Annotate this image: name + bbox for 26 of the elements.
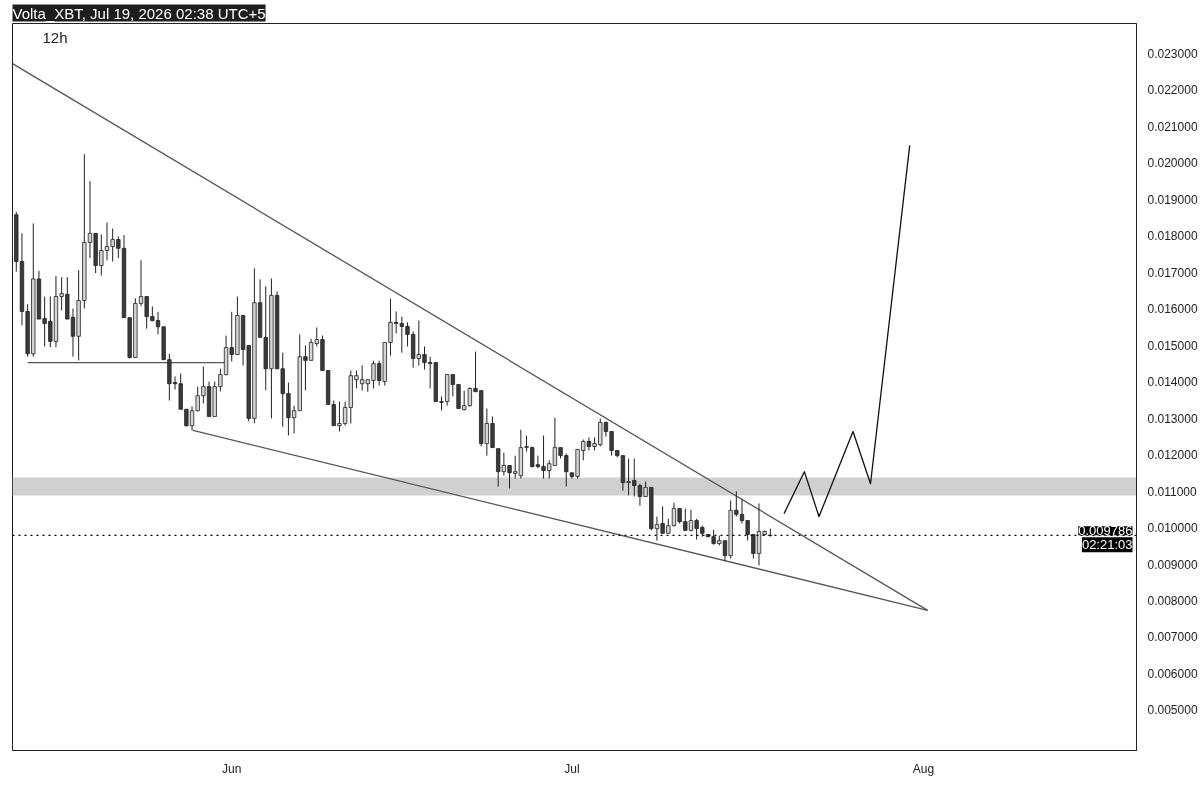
- x-tick-label: Aug: [912, 761, 935, 776]
- y-tick-label: 0.005000: [1147, 703, 1198, 718]
- y-tick-label: 0.008000: [1147, 594, 1198, 608]
- y-tick-label: 0.020000: [1147, 156, 1198, 171]
- y-tick-label: 0.009000: [1147, 557, 1198, 572]
- y-tick-label: 0.023000: [1147, 46, 1198, 61]
- y-tick-label: 0.019000: [1147, 192, 1198, 207]
- y-tick-label: 0.018000: [1147, 229, 1198, 244]
- y-tick-label: 0.013000: [1147, 411, 1198, 426]
- y-tick-label: 0.016000: [1147, 302, 1198, 317]
- ref-line-label: 0.009786: [1078, 523, 1133, 539]
- y-tick-label: 0.014000: [1147, 375, 1198, 390]
- chart-title: Volta_XBT, Jul 19, 2026 02:38 UTC+5: [12, 4, 266, 22]
- y-tick-label: 0.006000: [1147, 666, 1198, 681]
- y-tick-label: 0.022000: [1147, 83, 1198, 98]
- y-tick-label: 0.011000: [1147, 484, 1197, 499]
- y-tick-label: 0.010000: [1147, 521, 1198, 536]
- x-tick-label: Jul: [564, 761, 580, 776]
- y-tick-label: 0.015000: [1147, 338, 1198, 353]
- y-tick-label: 0.007000: [1147, 630, 1198, 645]
- x-tick-label: Jun: [222, 761, 242, 776]
- annotation: 02:21:03: [1081, 537, 1133, 553]
- y-tick-label: 0.012000: [1147, 448, 1198, 463]
- y-tick-label: 0.017000: [1147, 265, 1198, 280]
- chart-subtitle: 12h: [42, 28, 68, 46]
- y-tick-label: 0.021000: [1147, 119, 1198, 134]
